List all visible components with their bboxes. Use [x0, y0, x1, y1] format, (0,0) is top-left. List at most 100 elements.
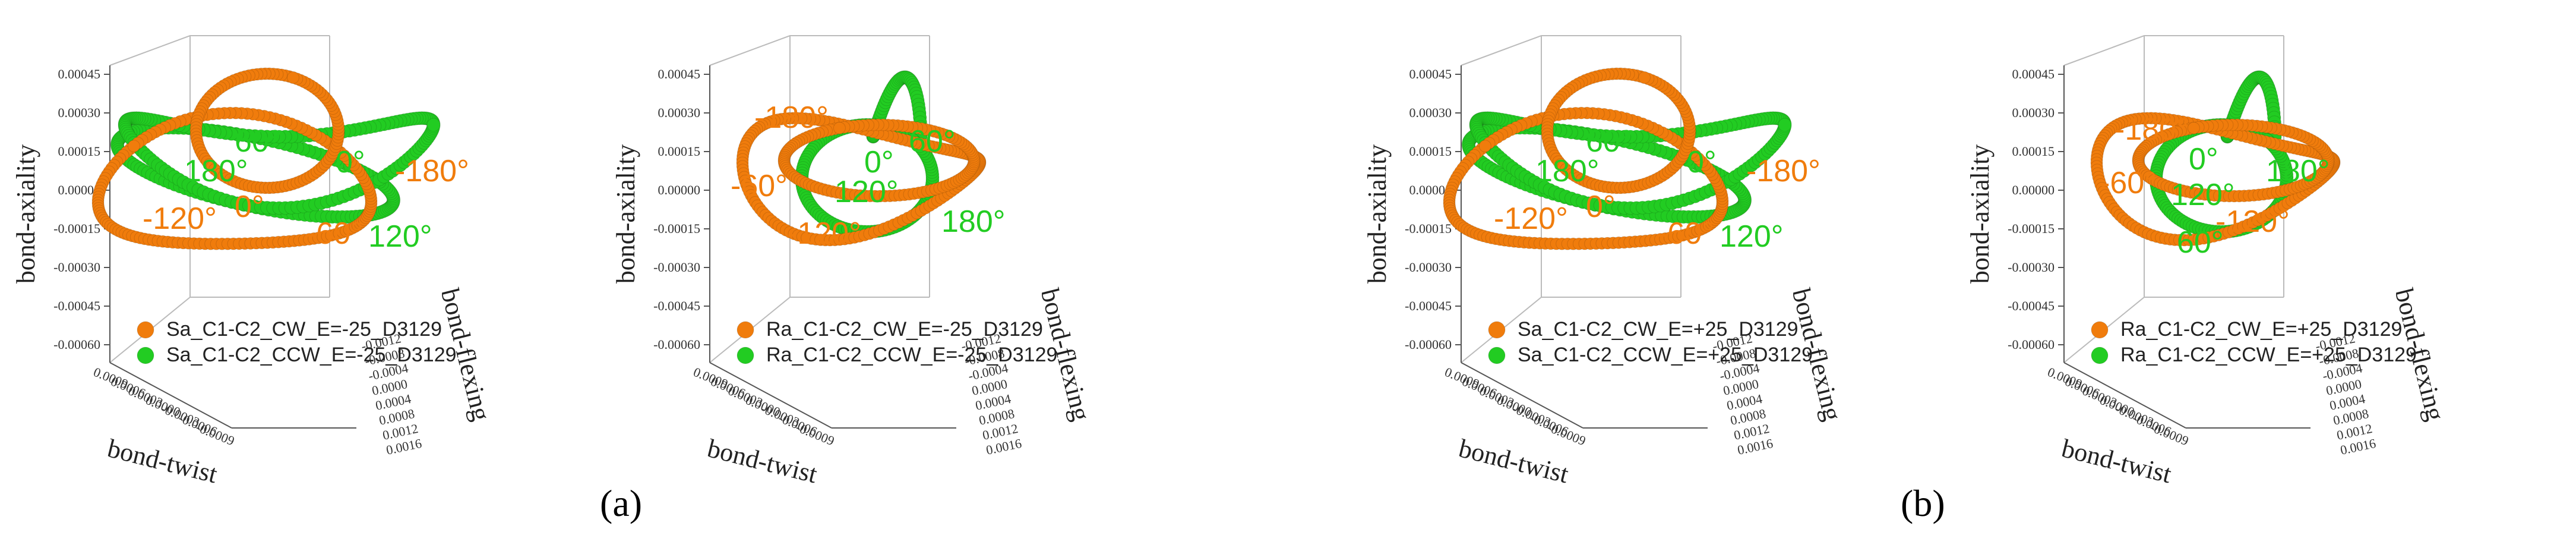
legend-marker	[1488, 321, 1506, 339]
z-tick-label: 0.00000	[2012, 182, 2055, 197]
angle-annotation: 180°	[941, 204, 1006, 239]
angle-annotation: 0°	[1687, 145, 1717, 180]
z-tick-label: -0.00015	[53, 221, 100, 236]
z-tick-label: -0.00015	[2008, 221, 2055, 236]
angle-annotation: 0°	[1586, 190, 1616, 224]
x-axis-title: bond-twist	[704, 433, 820, 489]
legend-label: Sa_C1-C2_CCW_E=-25_D3129	[166, 344, 457, 366]
angle-annotation: 60°	[2177, 225, 2224, 260]
z-tick-label: -0.00030	[2008, 260, 2055, 275]
angle-annotation: 180°	[2266, 154, 2330, 188]
panel-label-b: (b)	[1901, 482, 1945, 524]
z-axis-title: bond-axiality	[1965, 144, 1995, 284]
z-tick-label: 0.00030	[2012, 105, 2055, 120]
z-tick-label: 0.00030	[658, 105, 701, 120]
angle-annotation: 120°	[835, 175, 899, 209]
legend-marker	[737, 321, 754, 339]
z-tick-label: -0.00045	[53, 298, 100, 313]
angle-annotation: -60°	[1657, 216, 1714, 251]
z-tick-label: 0.00030	[58, 105, 101, 120]
angle-annotation: 0°	[336, 145, 365, 180]
angle-annotation: -180°	[1746, 154, 1820, 188]
angle-annotation: 120°	[2171, 178, 2235, 212]
ccw-trajectory-bead	[426, 118, 441, 132]
chart-panel-0: 0.000450.000300.000150.00000-0.00015-0.0…	[11, 35, 496, 489]
legend-label: Sa_C1-C2_CW_E=-25_D3129	[166, 318, 442, 341]
cw-trajectory-bead	[2187, 121, 2200, 134]
angle-annotation: 0°	[2189, 142, 2218, 177]
x-axis-title: bond-twist	[1456, 433, 1571, 489]
box-floor-back	[1461, 297, 1681, 363]
cw-trajectory-bead	[1638, 71, 1651, 84]
z-tick-label: 0.00015	[58, 144, 101, 159]
angle-annotation: 0°	[864, 145, 894, 180]
z-tick-label: -0.00030	[53, 260, 100, 275]
angle-annotation: -180°	[395, 154, 469, 188]
cw-trajectory-bead	[127, 140, 140, 153]
cw-trajectory-bead	[833, 121, 846, 134]
box-top-edges	[2063, 35, 2284, 66]
z-tick-label: -0.00030	[1405, 260, 1452, 275]
legend-marker	[1488, 347, 1506, 364]
z-tick-label: -0.00060	[1405, 337, 1452, 352]
z-tick-label: 0.00015	[658, 144, 701, 159]
legend-label: Ra_C1-C2_CCW_E=-25_D3129	[766, 344, 1057, 366]
x-axis-line	[2063, 362, 2186, 429]
angle-annotation: 60°	[1586, 124, 1633, 159]
angle-annotation: 180°	[1535, 154, 1600, 188]
legend-marker	[137, 347, 154, 364]
z-tick-label: -0.00045	[2008, 298, 2055, 313]
angle-annotation: -120°	[1494, 201, 1568, 236]
angle-annotation: 120°	[368, 219, 432, 254]
z-tick-label: 0.00045	[2012, 67, 2055, 81]
cw-trajectory-bead	[286, 71, 299, 84]
legend-marker	[2091, 321, 2109, 339]
legend-label: Sa_C1-C2_CW_E=+25_D3129	[1518, 318, 1799, 341]
x-axis-title: bond-twist	[2059, 433, 2174, 489]
legend-label: Ra_C1-C2_CCW_E=+25_D3129	[2120, 344, 2417, 366]
z-axis-title: bond-axiality	[1363, 144, 1392, 284]
z-tick-label: 0.00045	[658, 67, 701, 81]
z-tick-label: -0.00015	[653, 221, 700, 236]
angle-annotation: 180°	[184, 154, 248, 188]
z-tick-label: -0.00030	[653, 260, 700, 275]
ccw-trajectory-bead	[1778, 118, 1792, 132]
x-axis-line	[109, 362, 232, 429]
legend-label: Ra_C1-C2_CW_E=+25_D3129	[2120, 318, 2402, 341]
angle-annotation: -120°	[787, 216, 861, 251]
chart-panel-2: 0.000450.000300.000150.00000-0.00015-0.0…	[1363, 35, 1847, 489]
x-axis-line	[1461, 362, 1583, 429]
box-floor-back	[709, 297, 930, 363]
z-tick-label: -0.00060	[653, 337, 700, 352]
z-tick-label: -0.00060	[2008, 337, 2055, 352]
cw-trajectory-bead	[1478, 140, 1491, 153]
angle-annotation: -120°	[2215, 204, 2290, 239]
z-axis-title: bond-axiality	[11, 144, 40, 284]
angle-annotation: -120°	[143, 201, 217, 236]
angle-annotation: -60°	[306, 216, 363, 251]
z-tick-label: 0.00000	[658, 182, 701, 197]
z-tick-label: 0.00015	[1409, 144, 1452, 159]
box-floor-back	[109, 297, 330, 363]
legend-marker	[737, 347, 754, 364]
legend-marker	[137, 321, 154, 339]
angle-annotation: 60°	[235, 124, 282, 159]
angle-annotation: -180°	[2114, 112, 2189, 147]
z-axis-title: bond-axiality	[611, 144, 640, 284]
angle-annotation: 0°	[235, 190, 264, 224]
z-tick-label: 0.00045	[58, 67, 101, 81]
legend-label: Sa_C1-C2_CCW_E=+25_D3129	[1518, 344, 1813, 366]
angle-annotation: -60°	[2100, 166, 2157, 200]
legend-label: Ra_C1-C2_CW_E=-25_D3129	[766, 318, 1043, 341]
angle-annotation: 60°	[909, 124, 956, 159]
legend-marker	[2091, 347, 2109, 364]
z-tick-label: 0.00045	[1409, 67, 1452, 81]
z-tick-label: 0.00030	[1409, 105, 1452, 120]
panel-label-a: (a)	[600, 482, 643, 524]
chart-panel-1: 0.00045 0.00030 0.00015 0.00000 -0.00015 -0.0…	[611, 35, 1096, 489]
x-axis-title: bond-twist	[105, 433, 220, 489]
box-top-edges	[109, 35, 330, 66]
x-axis-line	[709, 362, 832, 429]
z-tick-label: 0.00015	[2012, 144, 2055, 159]
